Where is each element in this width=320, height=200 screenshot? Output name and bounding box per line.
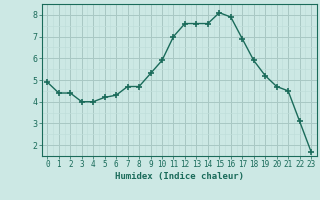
X-axis label: Humidex (Indice chaleur): Humidex (Indice chaleur) (115, 172, 244, 181)
